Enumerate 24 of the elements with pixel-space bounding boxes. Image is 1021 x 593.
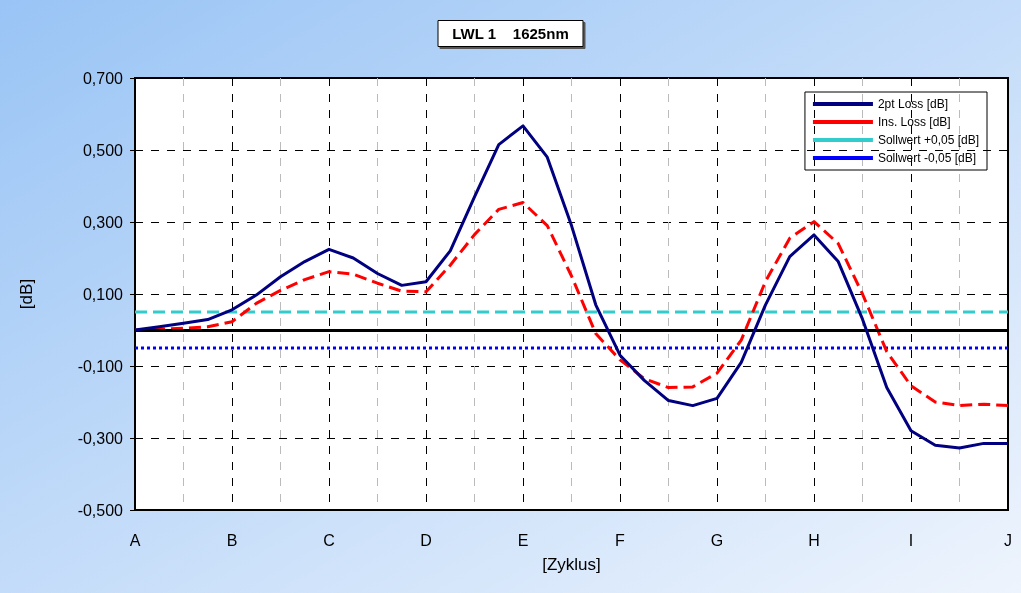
legend-label: 2pt Loss [dB] [877,97,948,111]
legend-label: Sollwert +0,05 [dB] [877,133,980,147]
x-tick-label: A [129,531,141,549]
y-axis-title: [dB] [17,278,36,310]
x-tick-label: G [710,531,724,549]
x-tick-label: J [1004,531,1012,549]
x-tick-label: F [615,531,626,549]
legend-label: Ins. Loss [dB] [877,115,951,129]
y-tick-label: 0,100 [82,285,124,303]
y-tick-label: 0,700 [82,69,124,87]
y-tick-label: -0,300 [77,429,124,447]
y-tick-label: -0,500 [77,501,124,519]
x-tick-label: E [517,531,529,549]
x-tick-label: I [908,531,914,549]
x-tick-label: D [420,531,432,549]
x-axis-title: [Zyklus] [542,555,601,574]
y-tick-label: -0,100 [77,357,124,375]
y-tick-label: 0,300 [82,213,124,231]
x-tick-label: H [808,531,820,549]
legend-label: Sollwert -0,05 [dB] [877,151,976,165]
x-tick-label: B [226,531,238,549]
y-tick-label: 0,500 [82,141,124,159]
chart-title: LWL 1 1625nm [452,25,569,42]
x-tick-label: C [323,531,335,549]
